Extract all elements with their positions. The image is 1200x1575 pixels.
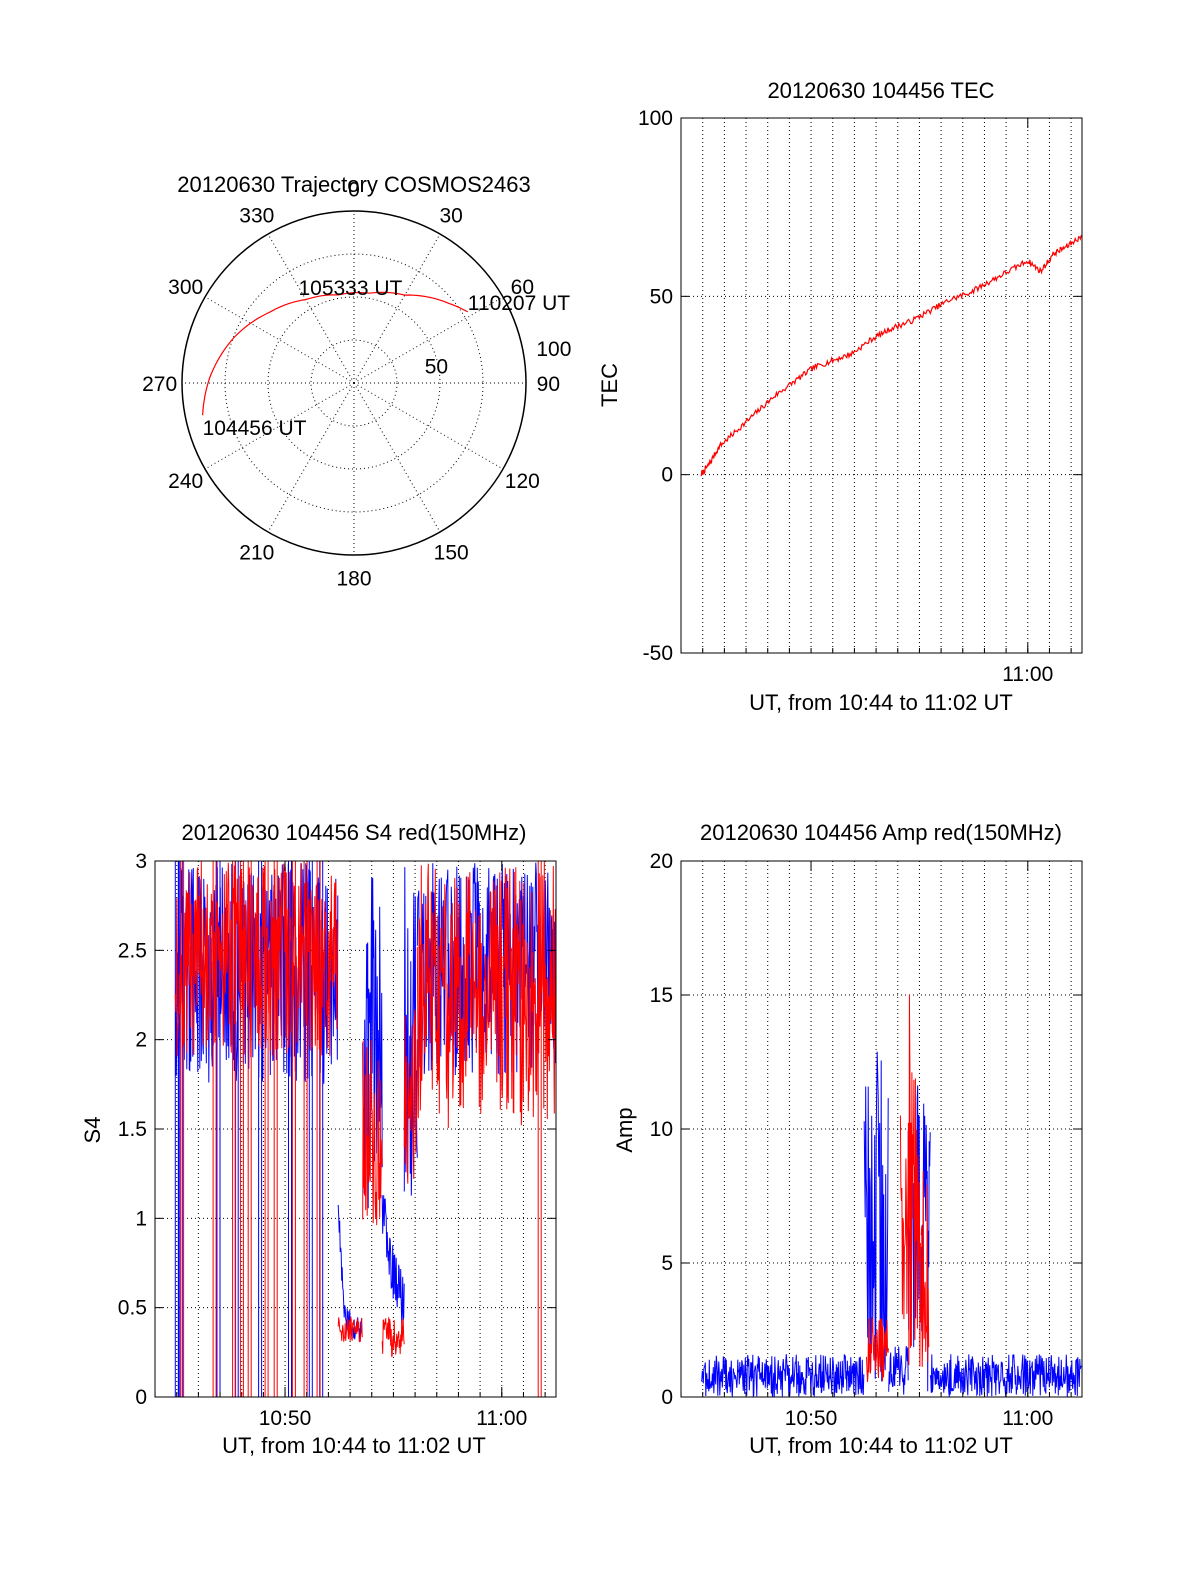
polar-azimuth-label: 120	[505, 470, 540, 493]
amp-xlabel: UT, from 10:44 to 11:02 UT	[749, 1433, 1013, 1458]
polar-grid-spoke	[353, 382, 504, 470]
polar-tick-labels: 0 30 60 90 120 150 180 210 240 270 300 330 50 100	[142, 179, 571, 591]
s4-series-2-line	[174, 860, 557, 1397]
s4-xtick-label: 10:50	[259, 1407, 312, 1430]
polar-azimuth-label: 330	[239, 205, 274, 228]
polar-azimuth-label: 240	[168, 470, 203, 493]
tec-ylabel: TEC	[597, 363, 622, 407]
s4-tick-labels: 0 0.5 1 1.5 2 2.5 3 10:50 11:00	[118, 850, 556, 1430]
polar-azimuth-label: 270	[142, 373, 177, 396]
tec-grid	[681, 118, 1082, 653]
amp-series	[700, 994, 1083, 1398]
polar-azimuth-label: 180	[336, 567, 371, 590]
tec-xtick-label: 11:00	[1002, 663, 1053, 686]
polar-radial-label: 100	[536, 338, 571, 361]
s4-ylabel: S4	[80, 1117, 105, 1144]
s4-ytick-label: 1.5	[118, 1118, 147, 1141]
tec-ytick-label: -50	[643, 642, 673, 665]
s4-title: 20120630 104456 S4 red(150MHz)	[182, 820, 527, 845]
tec-frame	[680, 117, 1083, 654]
amp-xtick-label: 11:00	[1002, 1407, 1053, 1430]
polar-grid-spoke	[267, 233, 355, 384]
polar-outer-ring	[181, 210, 527, 556]
polar-azimuth-label: 150	[434, 541, 469, 564]
s4-plot: 20120630 104456 S4 red(150MHz) UT, from …	[80, 820, 557, 1458]
trajectory-time-label: 105333 UT	[298, 277, 402, 300]
tec-xlabel: UT, from 10:44 to 11:02 UT	[749, 690, 1013, 715]
amp-plot: 20120630 104456 Amp red(150MHz) UT, from…	[612, 820, 1083, 1458]
polar-radial-label: 50	[425, 355, 448, 378]
tec-series	[700, 234, 1083, 477]
s4-ytick-label: 0.5	[118, 1297, 147, 1320]
amp-ytick-label: 15	[650, 984, 673, 1007]
polar-title: 20120630 Trajectory COSMOS2463	[177, 172, 530, 197]
s4-frame	[154, 860, 557, 1398]
tec-title: 20120630 104456 TEC	[767, 78, 994, 103]
tec-series-line	[700, 234, 1083, 477]
amp-series-1-line	[700, 1051, 1083, 1398]
trajectory-line	[202, 291, 469, 416]
s4-ytick-label: 1	[135, 1207, 147, 1230]
polar-grid	[181, 210, 527, 556]
polar-grid-spoke	[353, 382, 441, 533]
polar-grid-spoke	[204, 382, 355, 470]
s4-ytick-label: 3	[135, 850, 147, 873]
amp-ytick-label: 0	[661, 1386, 673, 1409]
polar-azimuth-label: 30	[440, 205, 463, 228]
polar-grid-spoke	[267, 382, 355, 533]
s4-series	[174, 860, 557, 1397]
s4-xtick-label: 11:00	[476, 1407, 527, 1430]
trajectory-time-label: 110207 UT	[468, 292, 571, 315]
polar-grid-ring	[267, 296, 441, 470]
polar-azimuth-label: 0	[348, 179, 360, 202]
amp-ytick-label: 20	[650, 850, 673, 873]
trajectory-layer: 104456 UT 105333 UT 110207 UT	[202, 277, 571, 440]
s4-ytick-label: 2.5	[118, 939, 147, 962]
s4-xlabel: UT, from 10:44 to 11:02 UT	[222, 1433, 486, 1458]
tec-tick-labels: -50 0 50 100 11:00	[638, 107, 1082, 686]
amp-ytick-label: 10	[650, 1118, 673, 1141]
s4-ytick-label: 0	[135, 1386, 147, 1409]
tec-ytick-label: 100	[638, 107, 673, 130]
trajectory-time-label: 104456 UT	[203, 417, 307, 440]
polar-azimuth-label: 300	[168, 276, 203, 299]
polar-grid-spoke	[353, 233, 441, 384]
amp-ytick-label: 5	[661, 1252, 673, 1275]
polar-grid-spoke	[204, 296, 355, 384]
polar-grid-ring	[310, 339, 398, 427]
s4-ytick-label: 2	[135, 1029, 147, 1052]
amp-ylabel: Amp	[612, 1107, 637, 1152]
tec-ytick-label: 50	[650, 285, 673, 308]
amp-series-2-line	[866, 994, 930, 1382]
tec-plot: 20120630 104456 TEC UT, from 10:44 to 11…	[597, 78, 1083, 715]
trajectory-polar-plot: 20120630 Trajectory COSMOS2463 0 30 60 90 12…	[142, 172, 571, 590]
polar-azimuth-label: 60	[511, 276, 534, 299]
amp-title: 20120630 104456 Amp red(150MHz)	[700, 820, 1062, 845]
tec-ytick-label: 0	[661, 464, 673, 487]
polar-grid-spoke	[353, 296, 504, 384]
polar-azimuth-label: 90	[537, 373, 560, 396]
polar-azimuth-label: 210	[239, 541, 274, 564]
amp-xtick-label: 10:50	[785, 1407, 838, 1430]
amp-frame	[680, 860, 1083, 1398]
